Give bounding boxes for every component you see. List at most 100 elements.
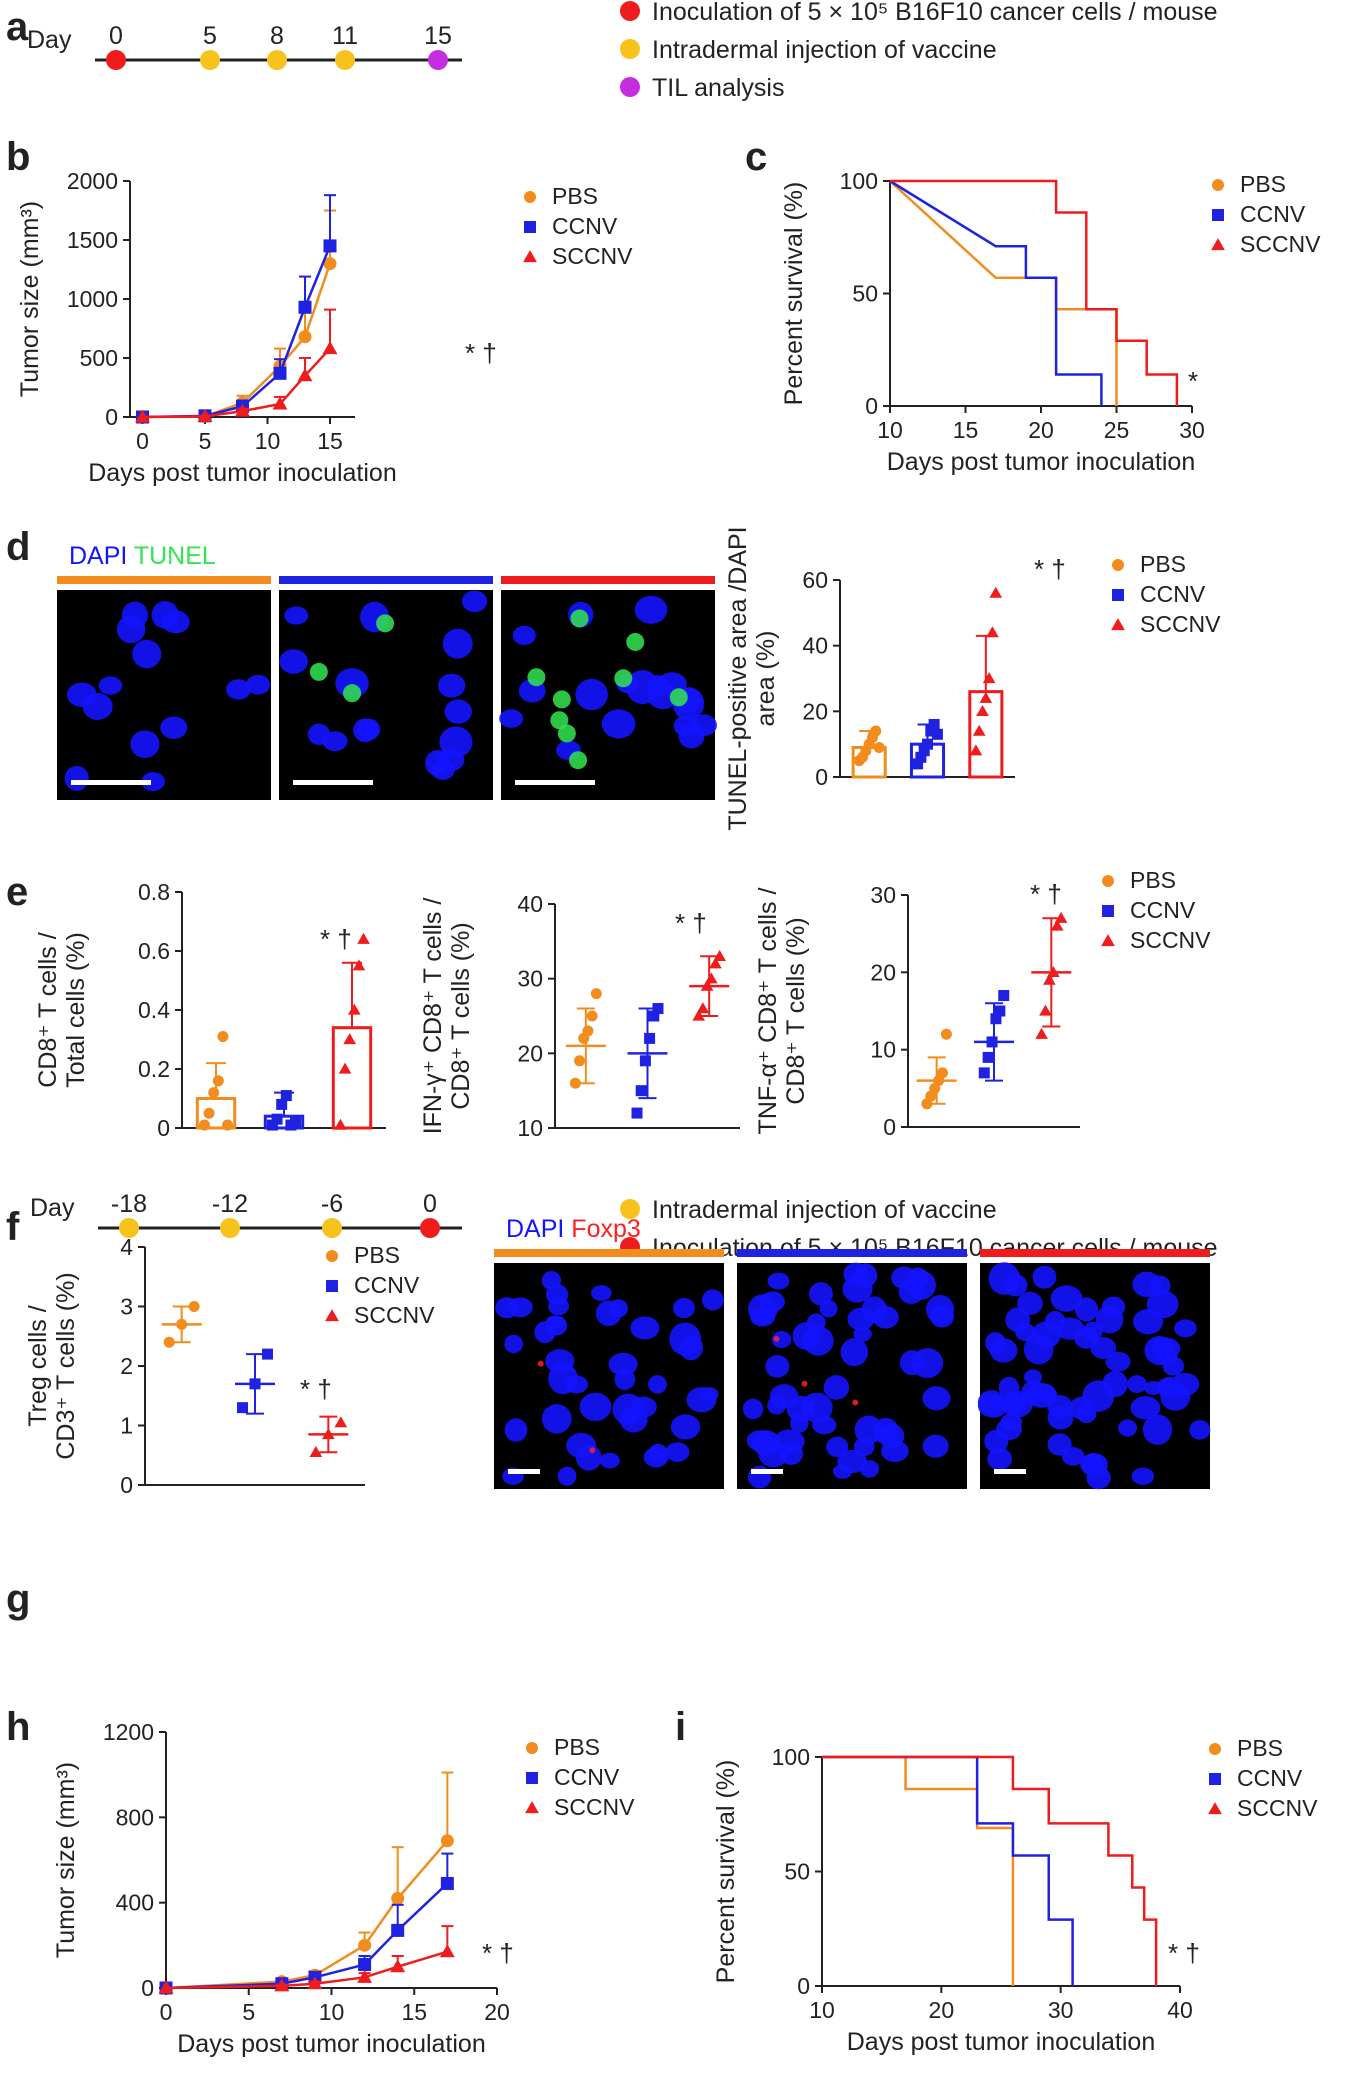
i-x-tick-label: 30: [1048, 1997, 1074, 2023]
d-positive-signal: [557, 724, 576, 743]
f-nucleus: [1024, 1369, 1043, 1385]
e3-legend-marker-pbs: [1102, 875, 1114, 887]
f-scale-bar: [751, 1469, 783, 1474]
h-point-sccnv: [274, 1978, 290, 1992]
f-positive-signal: [589, 1447, 596, 1454]
d-nucleus: [279, 649, 309, 674]
f-nucleus: [579, 1392, 612, 1422]
f-nucleus: [837, 1449, 868, 1474]
f-positive-signal: [537, 1360, 544, 1367]
f-nucleus: [823, 1375, 850, 1400]
e2-data-point-ccnv: [648, 1010, 660, 1022]
b-x-axis-title: Days post tumor inoculation: [88, 459, 396, 487]
d-data-point-sccnv: [982, 672, 996, 684]
timeline_g-event-dot-3: [420, 1218, 440, 1238]
f-nucleus: [1118, 1419, 1138, 1437]
h-point-ccnv: [358, 1958, 372, 1972]
e1-data-point-sccnv: [357, 932, 370, 944]
f-y-axis-title-line: CD3⁺ T cells (%): [52, 1272, 80, 1459]
d-y-tick-label: 20: [802, 698, 828, 724]
timeline_a-legend-dot-2: [620, 77, 640, 97]
i-legend-marker-sccnv: [1208, 1802, 1222, 1815]
timeline_g-day-1: -12: [212, 1190, 248, 1218]
e1-data-point-sccnv: [334, 1118, 347, 1130]
c-survival-curve-pbs: [889, 180, 1118, 406]
e2-significance: * †: [675, 908, 707, 938]
f-nucleus: [1142, 1414, 1173, 1445]
h-x-axis-title: Days post tumor inoculation: [177, 2030, 485, 2058]
f-nucleus: [1044, 1310, 1066, 1332]
b-x-tick-label: 0: [136, 428, 149, 454]
h-point-ccnv: [391, 1923, 405, 1937]
d-stain-legend: DAPI TUNEL: [69, 542, 216, 570]
h-legend-marker-sccnv: [525, 1801, 539, 1814]
c-x-tick-label: 25: [1104, 417, 1130, 443]
i-y-tick-label: 100: [772, 1744, 810, 1770]
e2-data-point-pbs: [574, 1055, 586, 1067]
e2-data-point-pbs: [590, 988, 602, 1000]
e3-legend-label-ccnv: CCNV: [1130, 897, 1196, 923]
d-data-point-sccnv: [989, 586, 1003, 598]
f-nucleus: [767, 1272, 790, 1290]
d-legend-marker-pbs: [1112, 559, 1124, 571]
b-y-tick-label: 2000: [67, 168, 118, 194]
timeline_a-legend-dot-0: [620, 1, 640, 21]
h-x-tick-label: 0: [160, 1999, 173, 2025]
d-stain-1: DAPI: [69, 542, 134, 570]
h-y-tick-label: 400: [116, 1890, 154, 1916]
f-nucleus: [541, 1404, 572, 1434]
f-nucleus: [643, 1446, 669, 1468]
f-data-point-sccnv: [334, 1416, 348, 1428]
d-data-point-ccnv: [931, 728, 943, 740]
c-legend-marker-sccnv: [1211, 238, 1225, 251]
e1-data-point-ccnv: [266, 1119, 278, 1131]
timeline_a-event-dot-2: [267, 50, 287, 70]
e3-y-tick-label: 20: [870, 959, 896, 985]
f-y-tick-label: 2: [120, 1353, 133, 1379]
timeline_g-legend-text-1: Inoculation of 5 × 10⁵ B16F10 cancer cel…: [652, 1234, 1218, 1262]
b-x-tick-label: 5: [199, 428, 212, 454]
d-y-axis-title-line: area (%): [752, 631, 780, 727]
h-x-tick-label: 15: [401, 1999, 427, 2025]
f-data-point-ccnv: [249, 1378, 261, 1390]
d-nucleus: [160, 716, 188, 739]
b-series-line-sccnv: [142, 347, 331, 419]
f-scale-bar: [508, 1469, 540, 1474]
f-data-point-pbs: [176, 1318, 188, 1330]
f-nucleus: [1189, 1420, 1211, 1440]
e1-data-point-sccnv: [338, 1062, 352, 1074]
h-point-sccnv: [158, 1980, 174, 1994]
d-positive-signal: [552, 690, 571, 709]
c-legend-label-pbs: PBS: [1240, 171, 1286, 197]
f-nucleus: [771, 1331, 792, 1349]
d-data-point-ccnv: [925, 725, 937, 737]
f-nucleus: [599, 1452, 620, 1469]
e3-data-point-ccnv: [978, 1067, 990, 1079]
b-y-axis-title: Tumor size (mm³): [16, 201, 44, 397]
f-nucleus: [750, 1307, 775, 1327]
e3-data-point-pbs: [937, 1067, 949, 1079]
c-y-tick-label: 100: [840, 168, 878, 194]
i-legend-label-sccnv: SCCNV: [1237, 1795, 1318, 1821]
f-nucleus: [925, 1295, 955, 1324]
timeline_g-legend-dot-0: [620, 1199, 640, 1219]
i-legend-marker-ccnv: [1209, 1773, 1221, 1785]
e1-y-tick-label: 0.8: [138, 879, 170, 905]
e2-y-tick-label: 10: [517, 1115, 543, 1141]
e3-data-point-sccnv: [1050, 919, 1064, 931]
d-data-point-pbs: [870, 725, 882, 737]
e2-data-point-sccnv: [696, 1002, 710, 1014]
f-nucleus: [840, 1338, 869, 1367]
d-positive-signal: [309, 662, 328, 681]
d-nucleus: [130, 730, 160, 759]
b-point-pbs: [323, 257, 337, 271]
d-y-tick-label: 60: [802, 567, 828, 593]
b-legend-marker-sccnv: [523, 250, 537, 263]
panel-label-a: a: [6, 5, 29, 49]
i-y-tick-label: 50: [784, 1859, 810, 1885]
d-nucleus: [575, 678, 608, 711]
f-nucleus: [1149, 1275, 1171, 1296]
e3-legend-label-sccnv: SCCNV: [1130, 927, 1211, 953]
i-y-axis-title-line: Percent survival (%): [712, 1760, 740, 1984]
e3-data-point-sccnv: [1035, 1027, 1048, 1039]
